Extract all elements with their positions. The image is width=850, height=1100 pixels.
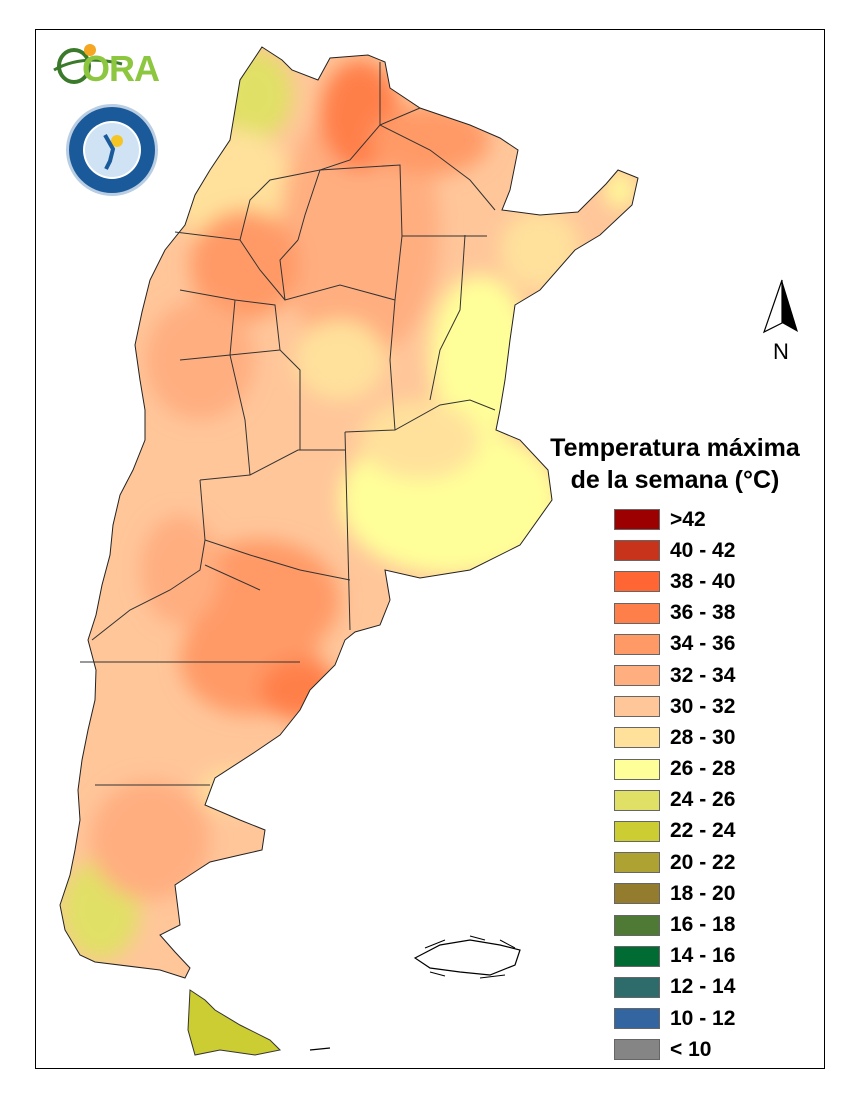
legend-item: 18 - 20 [614, 878, 804, 909]
legend-label: 40 - 42 [670, 538, 736, 562]
country-outline [59, 46, 639, 979]
legend-label: 16 - 18 [670, 913, 736, 937]
malvinas-islands [413, 935, 521, 979]
province-boundaries [80, 62, 496, 786]
legend-item: 30 - 32 [614, 691, 804, 722]
legend-swatch [614, 914, 660, 936]
legend-label: 26 - 28 [670, 757, 736, 781]
ora-logo-text: ORA [82, 48, 160, 89]
ora-logo: ORA [52, 44, 162, 92]
tierra-del-fuego [187, 989, 282, 1056]
legend-item: 12 - 14 [614, 972, 804, 1003]
ora-logo-icon [53, 44, 123, 84]
legend-swatch [614, 571, 660, 593]
north-arrow-icon [762, 279, 798, 334]
legend-label: 38 - 40 [670, 569, 736, 593]
legend-item: 24 - 26 [614, 785, 804, 816]
legend-item: 36 - 38 [614, 598, 804, 629]
legend-label: 34 - 36 [670, 632, 736, 656]
legend-label: 14 - 16 [670, 944, 736, 968]
legend-swatch [614, 976, 660, 998]
smn-seal-emblem-icon [83, 121, 141, 179]
smn-seal [66, 104, 158, 196]
legend-swatch [614, 852, 660, 874]
legend-item: 20 - 22 [614, 847, 804, 878]
legend-swatch [614, 665, 660, 687]
legend-label: < 10 [670, 1037, 712, 1061]
legend-item: >42 [614, 504, 804, 535]
legend-swatch [614, 540, 660, 562]
legend-swatch [614, 696, 660, 718]
legend-item: 14 - 16 [614, 941, 804, 972]
legend-swatch [614, 945, 660, 967]
legend-item: 32 - 34 [614, 660, 804, 691]
legend-title: Temperatura máxima de la semana (°C) [540, 432, 810, 496]
legend-item: 26 - 28 [614, 754, 804, 785]
legend-title-line2: de la semana (°C) [570, 466, 780, 494]
legend-swatch [614, 633, 660, 655]
legend-item: < 10 [614, 1034, 804, 1065]
legend-label: 12 - 14 [670, 975, 736, 999]
legend-swatch [614, 789, 660, 811]
legend-label: 24 - 26 [670, 788, 736, 812]
legend-swatch [614, 727, 660, 749]
legend-item: 10 - 12 [614, 1003, 804, 1034]
legend-swatch [614, 758, 660, 780]
legend-label: 18 - 20 [670, 881, 736, 905]
legend-title-line1: Temperatura máxima [550, 434, 800, 462]
legend-label: 10 - 12 [670, 1006, 736, 1030]
legend-label: 20 - 22 [670, 850, 736, 874]
legend-swatch [614, 820, 660, 842]
legend-label: 30 - 32 [670, 694, 736, 718]
legend-swatch [614, 883, 660, 905]
legend-swatch [614, 1008, 660, 1030]
legend-item: 28 - 30 [614, 722, 804, 753]
legend: >42 40 - 42 38 - 40 36 - 38 34 - 36 32 - 34 30… [614, 504, 804, 1065]
legend-label: 22 - 24 [670, 819, 736, 843]
legend-swatch [614, 602, 660, 624]
legend-label: 28 - 30 [670, 725, 736, 749]
legend-label: 36 - 38 [670, 601, 736, 625]
legend-item: 40 - 42 [614, 535, 804, 566]
legend-swatch [614, 1039, 660, 1061]
legend-item: 38 - 40 [614, 566, 804, 597]
legend-item: 22 - 24 [614, 816, 804, 847]
legend-item: 34 - 36 [614, 629, 804, 660]
legend-label: 32 - 34 [670, 663, 736, 687]
legend-label: >42 [670, 507, 706, 531]
north-label: N [773, 339, 789, 364]
legend-item: 16 - 18 [614, 909, 804, 940]
legend-swatch [614, 509, 660, 531]
